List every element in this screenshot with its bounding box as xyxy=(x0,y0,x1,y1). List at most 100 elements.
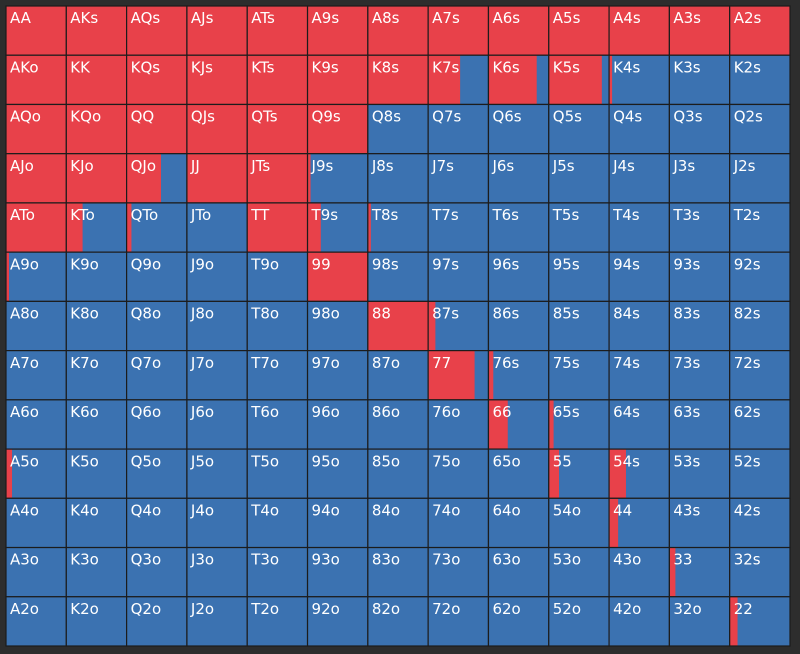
hand-label: K7s xyxy=(432,58,459,76)
raise-fill xyxy=(609,498,619,548)
hand-label: 95s xyxy=(553,255,580,273)
hand-label: J2s xyxy=(733,157,756,175)
cell-background xyxy=(729,547,790,597)
cell-background xyxy=(126,350,187,400)
hand-label: AJo xyxy=(10,157,34,175)
hand-label: KJo xyxy=(70,157,93,175)
cell-background xyxy=(669,153,730,203)
hand-label: JJ xyxy=(190,157,200,175)
cell-background xyxy=(367,498,429,548)
raise-fill xyxy=(488,6,549,56)
hand-label: 76s xyxy=(492,354,519,372)
cell-background xyxy=(66,301,127,351)
hand-label: T7s xyxy=(431,206,459,224)
raise-fill xyxy=(548,55,602,105)
hand-label: K2o xyxy=(70,600,99,618)
raise-fill xyxy=(6,202,67,253)
cell-background xyxy=(669,202,730,253)
cell-background xyxy=(6,449,67,499)
cell-border[interactable] xyxy=(729,596,791,647)
hand-label: J9s xyxy=(311,157,334,175)
cell-background xyxy=(669,547,730,597)
hand-label: 83o xyxy=(372,551,400,569)
hand-label: T7o xyxy=(250,354,279,372)
raise-fill xyxy=(428,55,461,105)
cell-background xyxy=(609,104,670,154)
cell-background xyxy=(126,252,187,302)
raise-fill xyxy=(428,301,436,351)
hand-label: AQo xyxy=(10,108,41,126)
hand-label: T2s xyxy=(733,206,761,224)
cell-background xyxy=(729,104,790,154)
cell-background xyxy=(186,449,248,499)
hand-label: Q2o xyxy=(131,600,162,618)
cell-background xyxy=(307,153,368,203)
hand-label: A5o xyxy=(10,452,39,470)
cell-background xyxy=(488,301,549,351)
hand-label: KQs xyxy=(131,58,161,76)
cell-background xyxy=(669,449,730,499)
raise-fill xyxy=(367,202,371,253)
raise-fill xyxy=(307,55,368,105)
hand-label: 88 xyxy=(372,305,391,323)
hand-label: AJs xyxy=(191,9,214,27)
hand-label: 73s xyxy=(673,354,700,372)
raise-fill xyxy=(307,202,321,253)
raise-fill xyxy=(247,55,308,105)
hand-label: J4o xyxy=(190,502,214,520)
cell-background xyxy=(6,596,67,646)
cell-background xyxy=(307,498,368,548)
cell-background xyxy=(307,399,368,450)
hand-label: K2s xyxy=(734,58,761,76)
cell-background xyxy=(6,350,67,400)
raise-fill xyxy=(186,55,248,105)
cell-background xyxy=(669,301,730,351)
cell-background xyxy=(367,252,429,302)
hand-label: 92s xyxy=(734,255,761,273)
raise-fill xyxy=(66,202,83,253)
cell-background xyxy=(6,498,67,548)
hand-label: KTo xyxy=(70,206,94,224)
raise-fill xyxy=(126,55,187,105)
hand-label: J4s xyxy=(612,157,635,175)
hand-label: K9s xyxy=(312,58,339,76)
cell-background xyxy=(548,596,610,646)
hand-label: 84s xyxy=(613,305,640,323)
raise-fill xyxy=(307,153,311,203)
hand-label: A9s xyxy=(312,9,340,27)
hand-label: QTo xyxy=(131,206,159,224)
hand-label: T4o xyxy=(250,502,279,520)
hand-label: T3s xyxy=(672,206,700,224)
cell-background xyxy=(669,596,730,646)
cell-background xyxy=(247,596,308,646)
hand-label: T3o xyxy=(250,551,279,569)
hand-label: 54s xyxy=(613,452,640,470)
cell-background xyxy=(609,498,670,548)
hand-label: 65s xyxy=(553,403,580,421)
hand-label: 42s xyxy=(734,502,761,520)
hand-label: 75o xyxy=(432,452,460,470)
hand-label: J5s xyxy=(552,157,575,175)
hand-label: AQs xyxy=(131,9,161,27)
cell-background xyxy=(247,547,308,597)
cell-background xyxy=(66,596,127,646)
hand-label: K5o xyxy=(70,452,99,470)
hand-label: 73o xyxy=(432,551,460,569)
raise-fill xyxy=(488,55,537,105)
hand-label: T9s xyxy=(311,206,339,224)
hand-label: T5o xyxy=(250,452,279,470)
raise-fill xyxy=(428,6,489,56)
hand-label: JTs xyxy=(250,157,270,175)
cell-background xyxy=(669,252,730,302)
cell-background xyxy=(548,350,610,400)
hand-label: 64o xyxy=(492,502,520,520)
hand-label: 98s xyxy=(372,255,399,273)
cell-background xyxy=(548,547,610,597)
hand-label: A2o xyxy=(10,600,39,618)
hand-label: 53s xyxy=(673,452,700,470)
hand-label: J6s xyxy=(491,157,514,175)
raise-fill xyxy=(307,104,368,154)
hand-label: A4s xyxy=(613,9,641,27)
